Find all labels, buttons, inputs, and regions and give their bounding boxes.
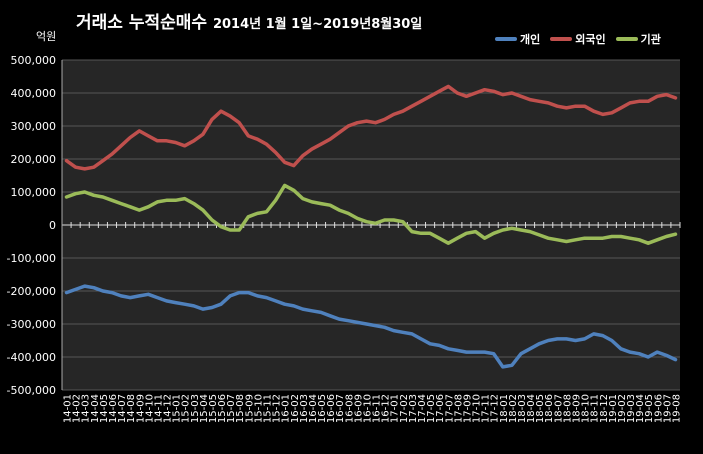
x-tick-label: 19-05 — [644, 394, 655, 423]
x-tick-label: 14-06 — [108, 394, 119, 423]
x-tick-label: 17-08 — [453, 394, 464, 423]
x-tick-label: 17-02 — [399, 394, 410, 423]
y-tick-label: 300,000 — [11, 120, 57, 133]
x-tick-label: 14-12 — [163, 394, 174, 423]
x-tick-label: 15-07 — [226, 394, 237, 423]
x-tick-label: 18-03 — [517, 394, 528, 423]
x-tick-label: 16-10 — [362, 394, 373, 423]
x-tick-label: 17-04 — [417, 394, 428, 423]
series-line-foreign — [64, 84, 678, 171]
legend-label-institution: 기관 — [640, 33, 661, 46]
x-tick-label: 17-03 — [408, 394, 419, 423]
x-tick-label: 17-07 — [444, 394, 455, 423]
x-tick-label: 19-04 — [635, 394, 646, 423]
x-tick-label: 16-06 — [326, 394, 337, 423]
series-line-institution — [64, 183, 678, 245]
x-tick-label: 18-09 — [571, 394, 582, 423]
x-tick-label: 15-11 — [262, 394, 273, 423]
x-tick-label: 16-08 — [344, 394, 355, 423]
x-tick-label: 18-07 — [553, 394, 564, 423]
y-axis-unit-label: 억원 — [36, 30, 57, 43]
x-tick-label: 14-03 — [81, 394, 92, 423]
x-tick-label: 16-12 — [381, 394, 392, 423]
legend-item-foreign: 외국인 — [550, 31, 606, 47]
x-tick-label: 16-02 — [290, 394, 301, 423]
x-tick-label: 19-01 — [608, 394, 619, 423]
x-tick-label: 14-02 — [72, 394, 83, 423]
y-tick-label: -100,000 — [7, 252, 56, 265]
legend-item-individual: 개인 — [495, 31, 540, 47]
x-tick-label: 15-05 — [208, 394, 219, 423]
legend-swatch-foreign — [550, 37, 573, 41]
x-tick-label: 14-05 — [99, 394, 110, 423]
chart-title-date-range: 2014년 1월 1일~2019년8월30일 — [212, 17, 423, 32]
series-line-individual — [64, 284, 678, 369]
y-tick-label: -200,000 — [7, 285, 56, 298]
x-tick-label: 18-10 — [581, 394, 592, 423]
x-tick-label: 18-05 — [535, 394, 546, 423]
chart-title: 거래소 누적순매수 2014년 1월 1일~2019년8월30일 — [76, 8, 422, 33]
x-tick-label: 14-08 — [126, 394, 137, 423]
x-tick-label: 15-03 — [190, 394, 201, 423]
legend-swatch-institution — [615, 37, 638, 41]
x-tick-label: 14-10 — [144, 394, 155, 423]
y-tick-label: 400,000 — [11, 87, 57, 100]
x-tick-label: 19-02 — [617, 394, 628, 423]
legend-swatch-individual — [495, 37, 517, 41]
y-tick-label: -500,000 — [7, 384, 56, 397]
x-tick-label: 17-12 — [490, 394, 501, 423]
x-tick-label: 14-07 — [117, 394, 128, 423]
x-tick-label: 18-08 — [562, 394, 573, 423]
chart-title-main: 거래소 누적순매수 — [76, 13, 208, 33]
x-tick-label: 14-01 — [63, 394, 74, 423]
x-tick-label: 16-03 — [299, 394, 310, 423]
x-tick-label: 16-05 — [317, 394, 328, 423]
x-tick-label: 15-12 — [272, 394, 283, 423]
x-tick-label: 16-01 — [281, 394, 292, 423]
legend-label-individual: 개인 — [520, 33, 541, 46]
x-tick-label: 18-04 — [526, 394, 537, 423]
x-tick-label: 15-06 — [217, 394, 228, 423]
x-tick-label: 16-04 — [308, 394, 319, 423]
x-tick-label: 17-09 — [462, 394, 473, 423]
x-tick-label: 15-08 — [235, 394, 246, 423]
legend-label-foreign: 외국인 — [575, 33, 606, 46]
x-tick-label: 18-06 — [544, 394, 555, 423]
x-tick-label: 15-02 — [181, 394, 192, 423]
x-tick-label: 19-03 — [626, 394, 637, 423]
x-tick-label: 15-10 — [253, 394, 264, 423]
y-tick-label: -400,000 — [7, 351, 56, 364]
x-tick-label: 14-04 — [90, 394, 101, 423]
x-tick-label: 17-11 — [481, 394, 492, 423]
y-tick-label: -300,000 — [7, 318, 56, 331]
x-tick-label: 14-09 — [135, 394, 146, 423]
x-tick-label: 19-08 — [671, 394, 682, 423]
x-tick-label: 16-09 — [353, 394, 364, 423]
x-tick-label: 15-09 — [244, 394, 255, 423]
x-tick-label: 17-10 — [472, 394, 483, 423]
x-tick-label: 19-06 — [653, 394, 664, 423]
x-tick-label: 15-01 — [172, 394, 183, 423]
x-tick-label: 17-06 — [435, 394, 446, 423]
x-tick-label: 17-05 — [426, 394, 437, 423]
y-tick-label: 200,000 — [11, 153, 57, 166]
legend-item-institution: 기관 — [615, 31, 661, 47]
x-tick-label: 16-07 — [335, 394, 346, 423]
x-tick-label: 18-02 — [508, 394, 519, 423]
chart-legend: 개인 외국인 기관 — [495, 31, 661, 47]
y-tick-label: 100,000 — [11, 186, 57, 199]
x-tick-label: 19-07 — [662, 394, 673, 423]
x-tick-label: 18-12 — [599, 394, 610, 423]
y-tick-label: 0 — [49, 219, 56, 232]
x-tick-label: 15-04 — [199, 394, 210, 423]
x-tick-label: 18-11 — [590, 394, 601, 423]
x-tick-label: 17-01 — [390, 394, 401, 423]
x-tick-label: 14-11 — [153, 394, 164, 423]
x-tick-label: 18-01 — [499, 394, 510, 423]
x-tick-label: 16-11 — [372, 394, 383, 423]
y-tick-label: 500,000 — [11, 54, 57, 67]
